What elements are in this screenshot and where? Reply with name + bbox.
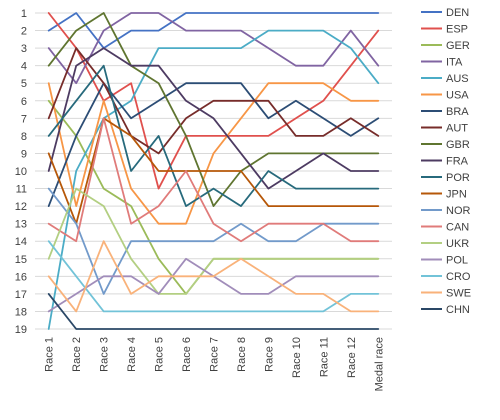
- legend-entry-ita: ITA: [421, 57, 463, 69]
- legend-label: ESP: [446, 24, 468, 36]
- legend-label: GER: [446, 40, 470, 52]
- series-lines: [47, 12, 380, 330]
- legend-entry-ukr: UKR: [421, 238, 469, 250]
- legend-entry-usa: USA: [421, 90, 469, 102]
- legend-entry-swe: SWE: [421, 288, 471, 300]
- legend-entry-esp: ESP: [421, 24, 468, 36]
- x-tick-label: Race 11: [318, 337, 330, 377]
- y-tick-label: 3: [21, 43, 27, 55]
- legend-entry-gbr: GBR: [421, 139, 470, 151]
- legend-label: ITA: [446, 57, 463, 69]
- y-tick-label: 5: [21, 78, 27, 90]
- series-line-usa: [47, 82, 380, 225]
- legend-label: GBR: [446, 139, 470, 151]
- series-line-can: [47, 117, 380, 243]
- legend-label: USA: [446, 90, 469, 102]
- x-tick-label: Race 10: [291, 337, 303, 378]
- x-tick-label: Race 7: [209, 337, 221, 372]
- y-tick-label: 19: [15, 324, 27, 336]
- legend-entry-pol: POL: [421, 255, 468, 267]
- legend-label: NOR: [446, 205, 471, 217]
- legend-label: CRO: [446, 271, 471, 283]
- series-line-ita: [47, 12, 380, 85]
- y-tick-label: 9: [21, 148, 27, 160]
- legend: DEN ESP GER ITA AUS USA BRA AUT GBR FRA POR JPN NOR C…: [421, 7, 471, 316]
- legend-entry-bra: BRA: [421, 106, 469, 118]
- y-tick-label: 12: [15, 201, 27, 213]
- y-tick-label: 13: [15, 219, 27, 231]
- legend-entry-nor: NOR: [421, 205, 471, 217]
- legend-entry-aus: AUS: [421, 73, 469, 85]
- y-tick-label: 15: [15, 254, 27, 266]
- y-tick-label: 1: [21, 8, 27, 20]
- legend-entry-por: POR: [421, 172, 470, 184]
- y-tick-label: 11: [16, 184, 27, 196]
- y-tick-label: 2: [21, 26, 27, 38]
- legend-label: CAN: [446, 222, 469, 234]
- legend-label: BRA: [446, 106, 469, 118]
- y-tick-label: 14: [15, 236, 27, 248]
- series-line-ukr: [47, 187, 380, 295]
- x-axis-tick-labels: Race 1 Race 2 Race 3 Race 4 Race 5 Race 6 Race…: [44, 337, 386, 391]
- series-line-cro: [47, 240, 380, 313]
- legend-entry-aut: AUT: [421, 123, 468, 135]
- y-tick-label: 17: [15, 289, 27, 301]
- y-tick-label: 10: [15, 166, 27, 178]
- y-tick-label: 6: [21, 96, 27, 108]
- legend-label: DEN: [446, 7, 469, 19]
- y-tick-label: 4: [21, 61, 27, 73]
- legend-label: POR: [446, 172, 470, 184]
- legend-label: UKR: [446, 238, 469, 250]
- x-tick-label: Race 3: [99, 337, 111, 372]
- x-tick-label: Race 5: [154, 337, 166, 372]
- legend-entry-chn: CHN: [421, 304, 470, 316]
- series-line-swe: [47, 240, 380, 313]
- x-tick-label: Race 9: [263, 337, 275, 372]
- x-tick-label: Race 1: [44, 337, 56, 372]
- x-tick-label: Race 12: [346, 337, 358, 378]
- y-tick-label: 8: [21, 131, 27, 143]
- series-line-por: [47, 64, 380, 208]
- legend-label: POL: [446, 255, 468, 267]
- legend-entry-jpn: JPN: [421, 189, 467, 201]
- x-tick-label: Race 6: [181, 337, 193, 372]
- legend-entry-can: CAN: [421, 222, 469, 234]
- legend-entry-fra: FRA: [421, 156, 469, 168]
- legend-label: SWE: [446, 288, 471, 300]
- legend-label: CHN: [446, 304, 470, 316]
- x-tick-label: Race 2: [71, 337, 83, 372]
- y-tick-label: 18: [15, 306, 27, 318]
- x-tick-label: Race 8: [236, 337, 248, 372]
- legend-entry-den: DEN: [421, 7, 469, 19]
- x-tick-label: Race 4: [126, 337, 138, 372]
- series-line-chn: [47, 292, 380, 330]
- legend-label: AUS: [446, 73, 469, 85]
- legend-entry-ger: GER: [421, 40, 470, 52]
- series-line-aut: [47, 47, 380, 155]
- legend-label: FRA: [446, 156, 469, 168]
- y-tick-label: 16: [15, 271, 27, 283]
- series-line-fra: [47, 47, 380, 190]
- y-tick-label: 7: [21, 113, 27, 125]
- legend-label: AUT: [446, 123, 468, 135]
- legend-entry-cro: CRO: [421, 271, 471, 283]
- legend-label: JPN: [446, 189, 467, 201]
- x-tick-label: Medal race: [373, 337, 385, 391]
